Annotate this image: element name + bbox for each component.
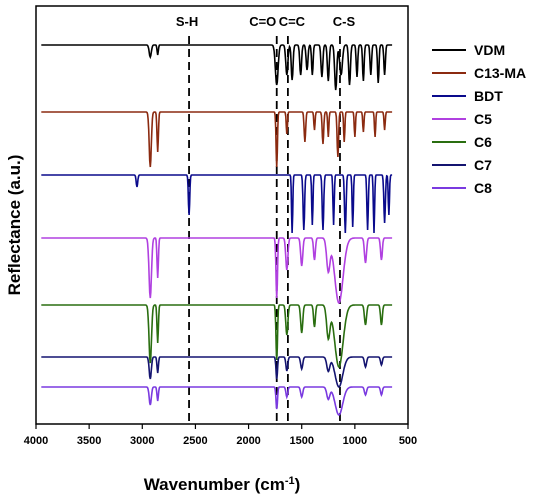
x-tick-label: 1000 (343, 435, 367, 447)
reference-line-label: C-S (333, 14, 356, 29)
legend-label: C6 (474, 134, 492, 150)
series-group (41, 44, 393, 416)
reference-line-label: C=O (249, 14, 276, 29)
legend-label: VDM (474, 42, 505, 58)
legend: VDM C13-MA BDT C5 C6 C7 C8 (432, 42, 526, 196)
legend-label: C13-MA (474, 65, 526, 81)
x-tick-label: 4000 (24, 435, 48, 447)
series-line-vdm (41, 44, 393, 91)
legend-label: C8 (474, 180, 492, 196)
y-axis-label: Reflectance (a.u.) (5, 155, 24, 296)
x-axis-ticks: 4000 3500 3000 2500 2000 1500 1000 500 (24, 424, 417, 447)
series-line-c8 (41, 386, 393, 416)
x-tick-label: 2500 (183, 435, 207, 447)
x-tick-label: 500 (399, 435, 417, 447)
series-line-bdt (41, 174, 393, 234)
series-line-c6 (41, 304, 393, 369)
x-tick-label: 2000 (236, 435, 260, 447)
x-axis-label: Wavenumber (cm-1) (144, 475, 301, 494)
series-line-c13-ma (41, 111, 393, 168)
x-tick-label: 3000 (130, 435, 154, 447)
reference-lines: S-H C=O C=C C-S (176, 14, 356, 424)
x-tick-label: 1500 (289, 435, 313, 447)
series-line-c7 (41, 356, 393, 388)
x-tick-label: 3500 (77, 435, 101, 447)
legend-label: BDT (474, 88, 503, 104)
reference-line-label: C=C (279, 14, 306, 29)
series-line-c5 (41, 237, 393, 305)
reference-line-label: S-H (176, 14, 198, 29)
legend-label: C5 (474, 111, 492, 127)
legend-label: C7 (474, 157, 492, 173)
plot-frame (35, 5, 409, 425)
